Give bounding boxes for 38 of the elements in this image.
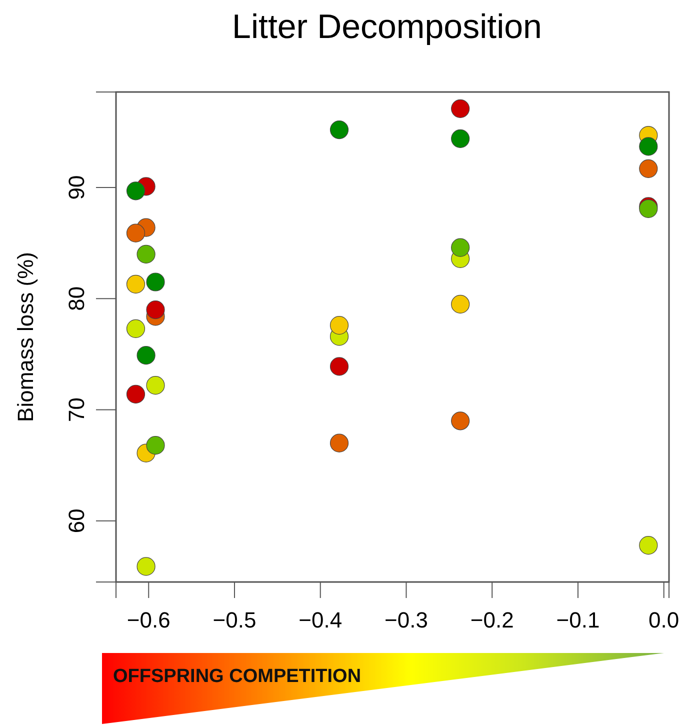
point — [330, 357, 349, 376]
point — [136, 346, 156, 365]
x-tick-label: 0.0 — [648, 608, 680, 633]
point — [126, 274, 146, 294]
point — [451, 238, 470, 257]
point — [126, 224, 146, 242]
point — [451, 412, 470, 430]
y-tick-label: 90 — [64, 175, 89, 200]
point — [146, 436, 165, 455]
x-tick-label: −0.2 — [470, 608, 514, 633]
point — [639, 159, 658, 178]
y-tick-label: 60 — [64, 508, 89, 534]
point — [330, 120, 349, 140]
point — [146, 376, 165, 395]
x-tick-label: −0.3 — [384, 608, 428, 633]
point — [136, 557, 156, 576]
point — [146, 272, 165, 292]
text: OFFSPRING COMPETITION — [113, 666, 362, 687]
x-tick-label: −0.4 — [298, 608, 342, 633]
point — [639, 536, 658, 555]
y-axis-title: Biomass loss (%) — [13, 252, 38, 422]
y-tick-label: 70 — [64, 398, 89, 422]
point — [451, 99, 470, 118]
point — [330, 316, 349, 335]
point — [136, 244, 156, 264]
point — [330, 434, 349, 452]
point — [126, 319, 146, 338]
chart-title: Litter Decomposition — [232, 8, 542, 46]
x-tick-label: −0.1 — [556, 608, 600, 633]
y-tick-label: 80 — [64, 286, 89, 311]
point — [451, 129, 470, 148]
point — [146, 300, 165, 320]
point — [126, 384, 146, 404]
point — [126, 182, 146, 200]
point — [639, 137, 658, 156]
point — [451, 294, 470, 314]
x-tick-label: −0.6 — [126, 608, 170, 633]
x-tick-label: −0.5 — [212, 608, 256, 633]
